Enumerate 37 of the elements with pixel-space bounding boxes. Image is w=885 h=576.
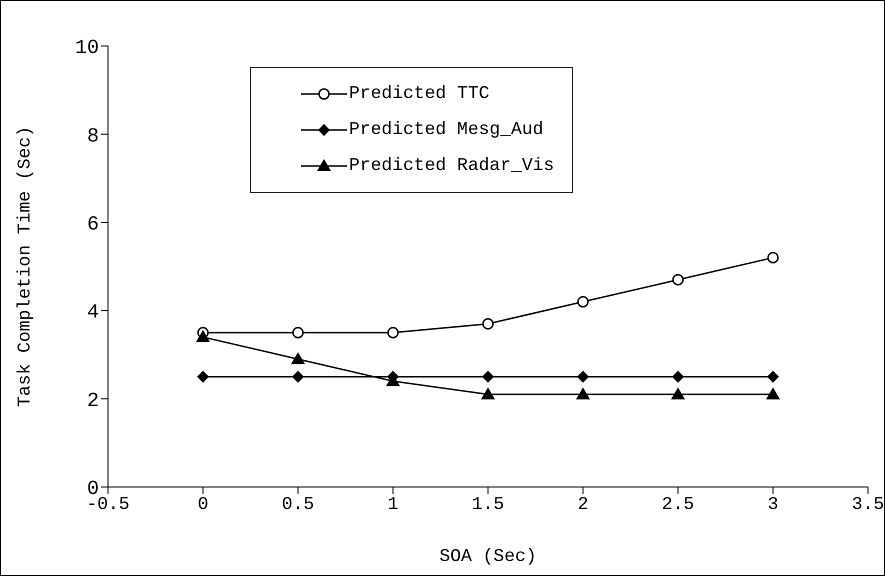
point bbox=[577, 296, 589, 308]
x-tick-label: 2.5 bbox=[662, 494, 694, 515]
point bbox=[576, 387, 590, 400]
legend-label: Predicted Radar_Vis bbox=[349, 156, 554, 176]
x-axis-title: SOA (Sec) bbox=[439, 547, 537, 567]
point bbox=[387, 326, 399, 338]
point bbox=[292, 326, 304, 338]
point bbox=[481, 387, 495, 400]
point bbox=[671, 387, 685, 400]
y-tick-label: 2 bbox=[86, 390, 99, 413]
x-tick-label: 3 bbox=[768, 494, 778, 515]
y-tick-label: 6 bbox=[86, 214, 99, 236]
x-tick-label: 3.5 bbox=[852, 494, 884, 515]
x-tick-label: 2 bbox=[578, 494, 588, 515]
point bbox=[291, 352, 305, 364]
y-axis-title: Task Completion Time (Sec) bbox=[15, 126, 36, 407]
point bbox=[672, 274, 684, 286]
x-tick-label: 1.5 bbox=[472, 494, 504, 515]
point bbox=[292, 370, 304, 383]
x-tick-label: -0.5 bbox=[86, 494, 130, 515]
x-tick-label: 1 bbox=[388, 494, 398, 515]
legend-label: Predicted TTC bbox=[349, 84, 490, 104]
y-tick-label: 8 bbox=[86, 125, 99, 148]
point bbox=[196, 330, 210, 342]
x-tick-label: 0 bbox=[198, 494, 208, 515]
legend-label: Predicted Mesg_Aud bbox=[349, 120, 544, 140]
point bbox=[672, 370, 684, 383]
point bbox=[577, 370, 589, 383]
y-tick-label: 4 bbox=[86, 302, 99, 325]
y-tick-label: 10 bbox=[74, 37, 99, 60]
point bbox=[482, 370, 494, 383]
point bbox=[767, 370, 779, 383]
point bbox=[767, 252, 779, 264]
point bbox=[482, 318, 494, 330]
x-tick-label: 0.5 bbox=[282, 494, 314, 515]
point bbox=[197, 370, 209, 383]
point bbox=[766, 387, 780, 400]
